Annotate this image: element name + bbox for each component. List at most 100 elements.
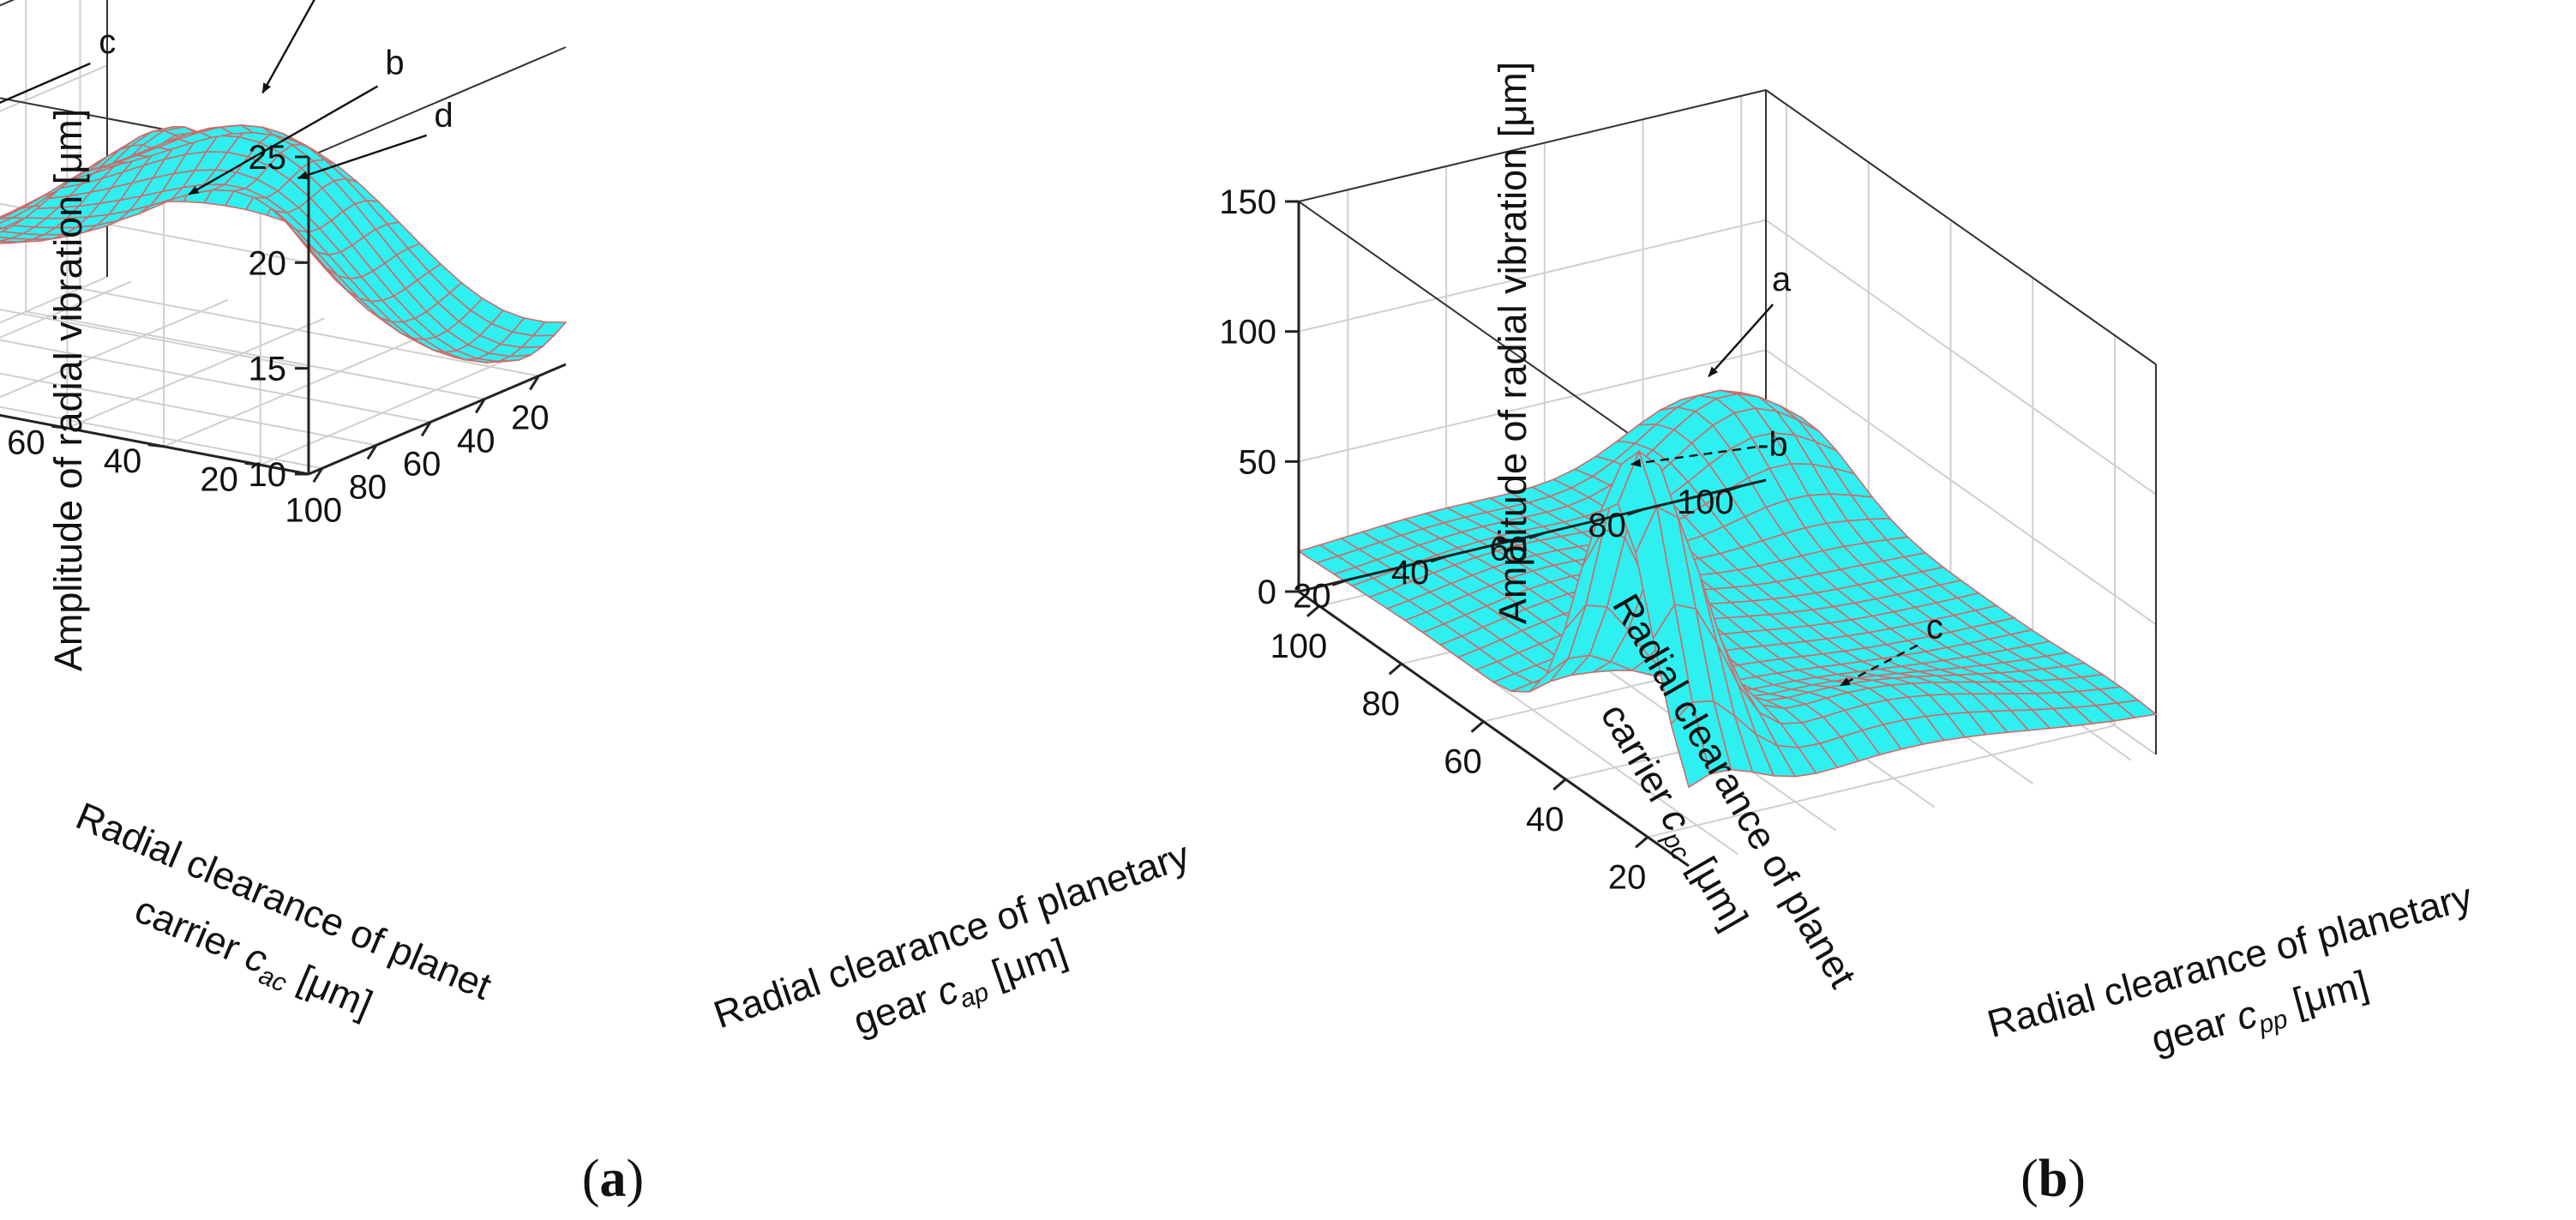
a-floor-grid-y (0, 280, 132, 339)
a-floor-grid-x (26, 310, 485, 400)
b-y-tick (1627, 508, 1644, 516)
a-wall-grid-z1 (0, 309, 309, 370)
b-z-tick-label: 50 (1239, 443, 1277, 481)
a-annotation-label: c (99, 23, 116, 61)
b-x-tick (1635, 836, 1649, 849)
a-x-tick-label: 80 (349, 468, 387, 506)
panel-a-y-label-post: [μm] (282, 952, 379, 1025)
panel-b-tick-labels: 0 50 100 150 100 80 60 40 20 100 80 60 40 20 (1219, 183, 1733, 896)
b-x-tick (1388, 663, 1402, 676)
b-wall-grid-z2 (1765, 219, 2157, 496)
a-wall-grid-z2 (0, 0, 15, 7)
b-x-tick-label: 60 (1444, 743, 1482, 781)
a-z-tick-label: 10 (249, 456, 287, 494)
b-x-tick (1470, 720, 1485, 733)
caption-a-close: ) (627, 1150, 645, 1208)
a-x-tick-label: 100 (285, 491, 342, 529)
b-x-tick-label: 20 (1608, 858, 1647, 896)
a-annotation-label: b (385, 45, 404, 82)
a-annotation-label: d (435, 97, 453, 135)
a-floor-grid-y (260, 354, 519, 466)
panel-a-annotations: cdba (0, 0, 453, 195)
panel-b-axes (1285, 200, 1767, 868)
a-x-tick (420, 421, 432, 437)
a-y-tick (244, 461, 261, 466)
a-y-tick-label: 20 (200, 460, 238, 498)
b-y-tick (1725, 484, 1742, 493)
a-annotation-arrow (297, 134, 428, 180)
b-y-tick-label: 100 (1677, 484, 1734, 521)
panel-a-axes (0, 155, 567, 484)
b-annotation-label: -b (1757, 425, 1788, 463)
panel-a-surface (0, 124, 567, 364)
a-x-tick-label: 60 (403, 445, 441, 483)
a-floor-grid-x (0, 339, 431, 424)
panel-b-z-axis-label: Amplitude of radial vibration [μm] (1491, 62, 1534, 624)
b-y-tick-label: 40 (1391, 554, 1430, 592)
panel-b-y-label-post: [μm] (1676, 840, 1757, 937)
a-wall-grid-z2 (0, 276, 108, 324)
caption-b-close: ) (2068, 1150, 2086, 1208)
a-y-tick-label: 60 (7, 424, 45, 461)
caption-b-open: ( (2021, 1150, 2039, 1208)
panel-b-x-label-pre: gear (2147, 996, 2243, 1061)
b-y-tick (1528, 532, 1546, 540)
b-y-tick-label: 60 (1490, 531, 1528, 568)
b-annotation-arrow (1630, 446, 1756, 467)
a-box-edge (0, 0, 15, 7)
b-surface-patch (1670, 700, 1711, 789)
b-floor-grid-x (1647, 724, 2116, 838)
b-annotation-arrow (1708, 303, 1774, 377)
panel-b-chart: 0 50 100 150 100 80 60 40 20 100 80 60 40 20 a -b c Amp… (1219, 62, 2477, 1061)
b-x-tick (1306, 604, 1320, 617)
caption-a-open: ( (582, 1150, 600, 1208)
a-z-tick-label: 20 (249, 244, 287, 282)
b-y-tick (1430, 555, 1447, 563)
a-wall-grid-z2 (0, 64, 108, 112)
caption-b: (b) (2021, 1150, 2086, 1208)
a-x-tick (366, 444, 378, 460)
b-box-edge (1298, 201, 1690, 477)
b-y-tick (1331, 578, 1348, 586)
a-floor-grid-y (67, 317, 325, 430)
b-wall-grid-z1 (1298, 349, 1767, 463)
b-wall-grid-z1 (1298, 219, 1767, 333)
b-annotation-label: c (1926, 609, 1943, 646)
panel-b-surface (1297, 389, 2158, 789)
a-annotation-arrow (188, 85, 379, 195)
caption-a-letter: a (600, 1150, 627, 1208)
b-box-edge (1298, 89, 1767, 202)
b-x-tick-label: 80 (1361, 685, 1400, 723)
a-box-edge (308, 46, 567, 158)
panel-b-annotations: a -b c (1630, 261, 1943, 687)
a-floor-grid-x (0, 406, 322, 470)
b-wall-grid-z2 (1765, 349, 2157, 626)
panel-a-chart: 101520252040608010010080604020 cdba Ampl… (0, 0, 1195, 1043)
caption-b-letter: b (2039, 1150, 2068, 1208)
panel-a-tick-labels: 101520252040608010010080604020 (7, 139, 549, 529)
b-z-tick-label: 100 (1219, 314, 1276, 352)
a-floor-grid-x (0, 372, 377, 447)
panel-b-box (1298, 89, 2157, 754)
panel-b-x-label-post: [μm] (2278, 962, 2373, 1026)
a-floor-grid-y (163, 335, 422, 448)
b-z-tick-label: 150 (1219, 183, 1276, 221)
a-x-tick (474, 398, 486, 414)
b-y-tick-label: 80 (1588, 507, 1626, 544)
a-annotation-arrow (261, 0, 315, 94)
a-x-tick-label: 20 (511, 399, 549, 436)
b-x-tick-label: 40 (1526, 801, 1564, 838)
b-x-tick-label: 100 (1270, 628, 1328, 665)
a-y-tick (51, 424, 68, 430)
b-y-tick-label: 20 (1293, 577, 1331, 615)
b-x-tick (1552, 778, 1567, 791)
a-x-tick-label: 40 (457, 422, 495, 460)
a-x-tick (312, 467, 324, 484)
a-floor-grid-y (0, 298, 229, 399)
a-x-axis-line (308, 363, 567, 476)
a-surface-patch (95, 161, 129, 170)
b-z-tick-label: 0 (1258, 574, 1276, 611)
b-annotation-label: a (1772, 261, 1792, 298)
a-x-tick (529, 375, 540, 391)
